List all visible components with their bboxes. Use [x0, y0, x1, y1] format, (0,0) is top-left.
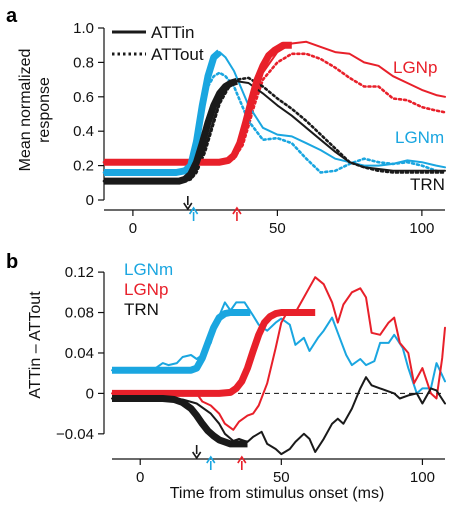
arrow-head — [191, 451, 202, 460]
fit-lgnp-curve — [112, 309, 316, 397]
y-tick-label: 0 — [86, 192, 94, 209]
label-lgnm-a: LGNm — [395, 128, 444, 147]
fit-lgnm-curve — [112, 309, 251, 374]
y-tick-label: 0.08 — [65, 305, 94, 322]
series-lgnm-line — [111, 301, 446, 395]
legend-attout-label: ATTout — [151, 45, 204, 64]
fit-lgnp-curve — [104, 41, 292, 166]
legend-trn-b: TRN — [124, 300, 159, 319]
label-lgnp-a: LGNp — [393, 58, 437, 77]
panel-a-legend: ATTin ATTout — [112, 23, 204, 64]
panel-b: b ATTin – ATTout −0.04 0 0.04 0.08 0.12 0 50 10… — [6, 251, 446, 502]
latency-arrow-trn — [183, 196, 193, 211]
latency-arrow-lgnm — [206, 455, 216, 470]
panel-a-letter: a — [6, 5, 18, 27]
x-tick-label: 50 — [269, 220, 286, 237]
latency-arrow-lgnp — [237, 455, 247, 470]
y-tick-label: 1.0 — [73, 20, 94, 37]
panel-b-plot — [111, 276, 446, 470]
panel-a-ylabel-line2: response — [36, 77, 53, 143]
panel-b-letter: b — [6, 251, 18, 273]
fit-trn-curve — [112, 395, 248, 448]
latency-arrow-trn — [191, 445, 202, 460]
y-tick-label: −0.04 — [56, 426, 94, 443]
panel-b-xlabel: Time from stimulus onset (ms) — [170, 485, 385, 502]
arrow-head — [183, 202, 193, 211]
panel-b-ylabel: ATTin – ATTout — [27, 291, 44, 399]
y-tick-label: 0.6 — [73, 89, 94, 106]
legend-attin-label: ATTin — [151, 23, 194, 42]
x-tick-label: 100 — [409, 220, 434, 237]
y-tick-label: 0.4 — [73, 123, 94, 140]
series-lgnp-line — [111, 276, 446, 431]
panel-a-axes: 0 0.2 0.4 0.6 0.8 1.0 0 50 100 — [73, 20, 445, 237]
y-tick-label: 0.2 — [73, 158, 94, 175]
fit-lgnm-curve — [104, 49, 222, 176]
arrow-head — [206, 455, 216, 464]
y-tick-label: 0.8 — [73, 54, 94, 71]
y-tick-label: 0.12 — [65, 264, 94, 281]
x-tick-label: 0 — [129, 220, 137, 237]
series-lgnm-attout-line — [102, 71, 447, 174]
x-tick-label: 0 — [136, 469, 144, 486]
series-trn-line — [111, 376, 446, 456]
panel-a-plot — [102, 40, 447, 221]
arrow-head — [237, 455, 247, 464]
legend-lgnp-b: LGNp — [124, 280, 168, 299]
panel-b-axes: −0.04 0 0.04 0.08 0.12 0 50 100 — [56, 264, 445, 486]
x-tick-label: 100 — [410, 469, 435, 486]
latency-arrow-lgnm — [188, 206, 199, 221]
label-trn-a: TRN — [410, 175, 445, 194]
y-tick-label: 0 — [86, 385, 94, 402]
arrow-head — [232, 206, 242, 215]
latency-arrow-lgnp — [232, 206, 242, 221]
y-tick-label: 0.04 — [65, 345, 94, 362]
panel-a: a Mean normalized response 0 0.2 0.4 0.6 0.8… — [6, 5, 447, 237]
x-tick-label: 50 — [273, 469, 290, 486]
series-trn-attout-line — [102, 76, 447, 183]
fit-trn-curve — [104, 77, 238, 185]
legend-lgnm-b: LGNm — [124, 260, 173, 279]
panel-a-ylabel-line1: Mean normalized — [17, 49, 34, 172]
arrow-head — [188, 206, 199, 215]
